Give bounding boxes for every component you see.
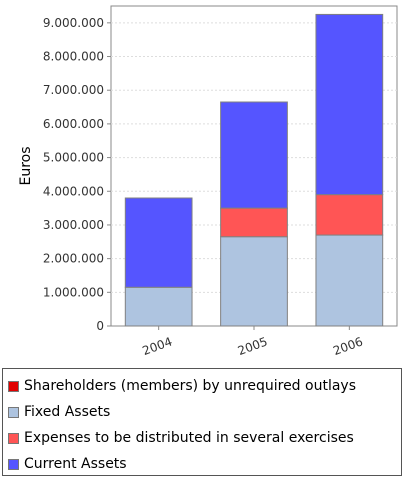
y-tick-label: 9.000.000 bbox=[43, 16, 104, 30]
y-axis: 0 1.000.000 2.000.000 3.000.000 4.000.000 5.0… bbox=[43, 16, 111, 333]
y-tick-label: 0 bbox=[96, 319, 104, 333]
legend-label-current-assets: Current Assets bbox=[24, 456, 127, 472]
bar-segment-2004-s3 bbox=[124, 197, 193, 288]
legend-item-fixed-assets: Fixed Assets bbox=[8, 401, 110, 423]
y-tick-label: 6.000.000 bbox=[43, 117, 104, 131]
x-tick-label: 2005 bbox=[236, 334, 269, 358]
legend-item-current-assets: Current Assets bbox=[8, 453, 127, 475]
bars bbox=[124, 13, 384, 327]
x-tick-label: 2006 bbox=[331, 334, 364, 358]
y-tick-label: 2.000.000 bbox=[43, 252, 104, 266]
legend-item-shareholders: Shareholders (members) by unrequired out… bbox=[8, 375, 356, 397]
y-tick-label: 4.000.000 bbox=[43, 184, 104, 198]
bar-segment-2006-s2 bbox=[315, 194, 384, 236]
y-tick-label: 5.000.000 bbox=[43, 151, 104, 165]
y-tick-label: 3.000.000 bbox=[43, 218, 104, 232]
legend-label-shareholders: Shareholders (members) by unrequired out… bbox=[24, 378, 356, 394]
bar-segment-2004-s1 bbox=[124, 286, 193, 327]
y-tick-label: 8.000.000 bbox=[43, 50, 104, 64]
y-axis-title: Euros bbox=[18, 146, 34, 185]
legend: Shareholders (members) by unrequired out… bbox=[2, 368, 402, 476]
x-axis: 2004 2005 2006 bbox=[141, 326, 365, 358]
bar-segment-2006-s3 bbox=[315, 13, 384, 196]
bar-segment-2005-s1 bbox=[220, 236, 288, 327]
legend-label-fixed-assets: Fixed Assets bbox=[24, 404, 111, 420]
bar-segment-2005-s3 bbox=[220, 101, 288, 209]
legend-swatch-fixed-assets bbox=[8, 406, 19, 418]
y-tick-label: 1.000.000 bbox=[43, 285, 104, 299]
y-tick-label: 7.000.000 bbox=[43, 83, 104, 97]
bar-segment-2006-s1 bbox=[315, 234, 384, 327]
x-tick-label: 2004 bbox=[141, 334, 174, 358]
legend-swatch-current-assets bbox=[8, 458, 19, 470]
legend-item-expenses: Expenses to be distributed in several ex… bbox=[8, 427, 354, 449]
legend-swatch-shareholders bbox=[8, 380, 19, 392]
bar-segment-2005-s2 bbox=[220, 207, 288, 238]
legend-swatch-expenses bbox=[8, 432, 19, 444]
legend-label-expenses: Expenses to be distributed in several ex… bbox=[24, 430, 354, 446]
stacked-bar-chart: 0 1.000.000 2.000.000 3.000.000 4.000.000 5.0… bbox=[18, 5, 398, 358]
